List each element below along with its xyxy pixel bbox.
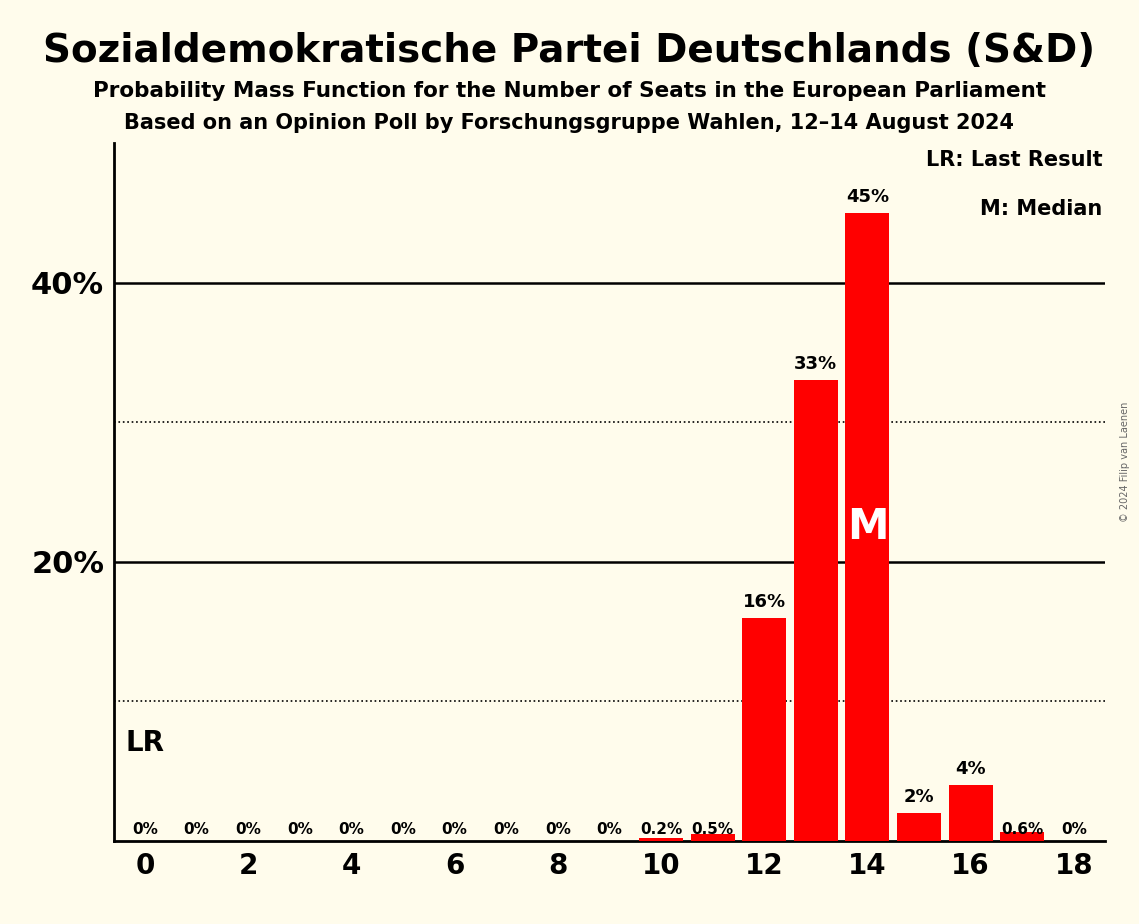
Text: LR: Last Result: LR: Last Result (926, 151, 1103, 170)
Text: 0%: 0% (235, 821, 261, 836)
Bar (639, 838, 683, 841)
Text: 2%: 2% (903, 788, 934, 806)
Text: 0%: 0% (442, 821, 467, 836)
Text: 45%: 45% (846, 188, 888, 206)
Text: M: Median: M: Median (980, 199, 1103, 219)
Text: Sozialdemokratische Partei Deutschlands (S&D): Sozialdemokratische Partei Deutschlands … (43, 32, 1096, 70)
Text: 4%: 4% (956, 760, 986, 778)
Bar (898, 813, 941, 841)
Text: 0.5%: 0.5% (691, 821, 734, 836)
Text: 0%: 0% (493, 821, 519, 836)
Text: © 2024 Filip van Laenen: © 2024 Filip van Laenen (1120, 402, 1130, 522)
Text: 16%: 16% (743, 592, 786, 611)
Text: 0%: 0% (183, 821, 210, 836)
Bar (743, 617, 786, 841)
Text: M: M (846, 506, 888, 548)
Bar (845, 213, 890, 841)
Text: Probability Mass Function for the Number of Seats in the European Parliament: Probability Mass Function for the Number… (93, 81, 1046, 102)
Text: 0%: 0% (597, 821, 622, 836)
Text: 0.2%: 0.2% (640, 821, 682, 836)
Text: 0%: 0% (287, 821, 312, 836)
Text: 0.6%: 0.6% (1001, 821, 1043, 836)
Bar (690, 833, 735, 841)
Text: 33%: 33% (794, 356, 837, 373)
Bar (1000, 833, 1044, 841)
Text: 0%: 0% (132, 821, 158, 836)
Text: 0%: 0% (338, 821, 364, 836)
Text: 0%: 0% (390, 821, 416, 836)
Bar (794, 381, 838, 841)
Text: 0%: 0% (544, 821, 571, 836)
Bar (949, 785, 992, 841)
Text: 0%: 0% (1060, 821, 1087, 836)
Text: LR: LR (125, 729, 164, 757)
Text: Based on an Opinion Poll by Forschungsgruppe Wahlen, 12–14 August 2024: Based on an Opinion Poll by Forschungsgr… (124, 113, 1015, 133)
